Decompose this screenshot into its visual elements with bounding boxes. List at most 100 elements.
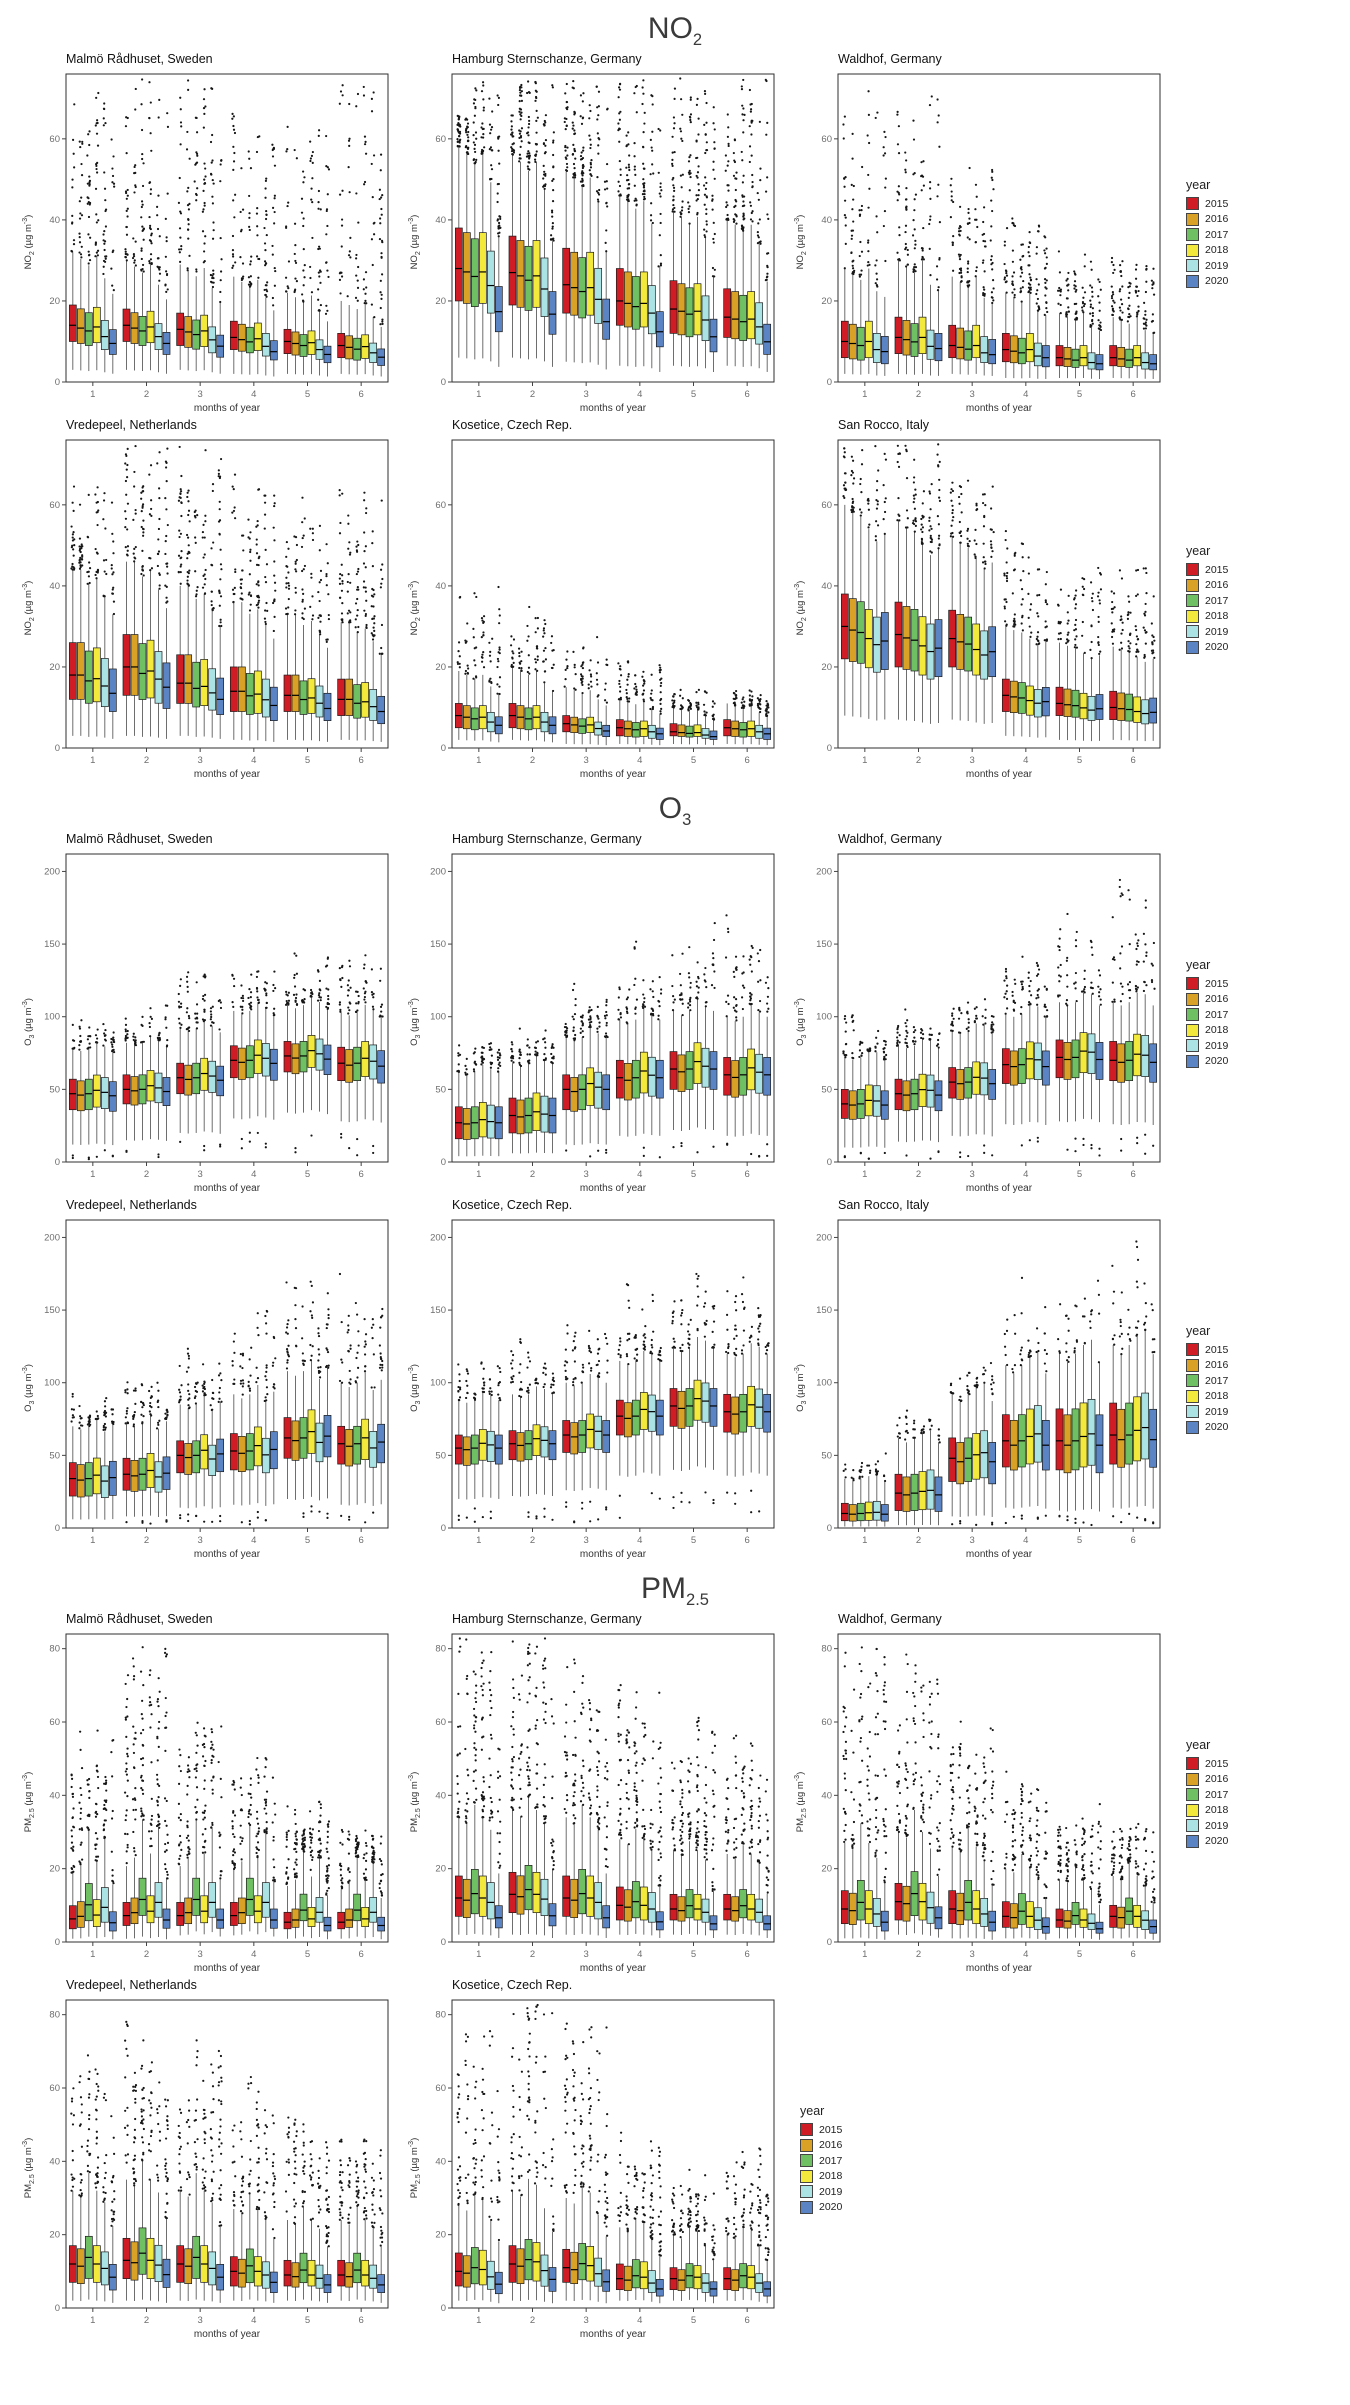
svg-text:20: 20 [821,662,832,673]
svg-text:1: 1 [862,389,867,400]
svg-text:60: 60 [435,134,446,145]
svg-text:6: 6 [359,755,364,766]
y-axis-label: NO2 (µg m-3) [21,580,37,636]
subplot-o3-0: Malmö Rådhuset, Sweden O3 (µg m-3) 0 50 100 1… [22,832,394,1196]
legend-key-swatch [1186,212,1199,226]
legend-key-label: 2016 [1205,1359,1229,1371]
subplot-no2-2: Waldhof, Germany NO2 (µg m-3) 0 20 40 60 1 2 3 4 5… [794,52,1166,416]
legend-key-swatch [1186,594,1199,607]
y-axis-label: NO2 (µg m-3) [407,214,423,270]
legend-year: year 2015 2016 2017 2018 2019 2020 [1186,178,1272,290]
legend-key-swatch [1186,1405,1199,1418]
svg-text:6: 6 [745,389,750,400]
legend-key-swatch [1186,1374,1199,1387]
station-title: Kosetice, Czech Rep. [452,1978,573,1992]
x-axis-label: months of year [966,1963,1033,1974]
legend-key-label: 2015 [1205,1757,1229,1770]
legend-key-label: 2020 [1205,1055,1229,1067]
x-axis-label: months of year [966,1549,1033,1560]
subplot-pm25-4: Kosetice, Czech Rep. PM2.5 (µg m-3) 0 20 40 6… [408,1978,780,2342]
legend-item-2019: 2019 [1186,1819,1272,1832]
legend-item-2016: 2016 [1186,1772,1272,1786]
svg-text:20: 20 [49,296,60,307]
legend-key-label: 2017 [1205,1788,1229,1801]
y-axis-label: PM2.5 (µg m-3) [407,2137,423,2199]
panel-row: Vredepeel, Netherlands PM2.5 (µg m-3) 0 20 4… [0,1978,1350,2342]
legend-year: year 2015 2016 2017 2018 2019 2020 [1186,1324,1272,1436]
legend-key-label: 2017 [1205,1374,1229,1387]
station-title: Hamburg Sternschanze, Germany [452,52,642,66]
subplot-no2-5: San Rocco, Italy NO2 (µg m-3) 0 20 40 60 1 2 3 4 5… [794,418,1166,782]
svg-text:4: 4 [251,755,256,766]
panel-row: Malmö Rådhuset, Sweden O3 (µg m-3) 0 50 100 1… [0,832,1350,1196]
legend-key-label: 2015 [819,2123,843,2136]
svg-text:5: 5 [305,755,310,766]
legend-item-2019: 2019 [800,2185,886,2198]
legend-key-label: 2019 [1205,1039,1229,1052]
svg-text:5: 5 [691,755,696,766]
svg-text:60: 60 [49,500,60,511]
station-title: Kosetice, Czech Rep. [452,1198,573,1212]
station-title: Waldhof, Germany [838,1612,942,1626]
subplot-o3-1: Hamburg Sternschanze, Germany O3 (µg m-3)… [408,832,780,1196]
legend-title: year [1186,1738,1211,1752]
legend-key-swatch [1186,1343,1199,1356]
svg-text:5: 5 [691,389,696,400]
y-axis-label: O3 (µg m-3) [21,998,37,1046]
legend-item-2018: 2018 [1186,1803,1272,1817]
svg-text:0: 0 [55,743,60,754]
plot-canvas: 0 20 40 60 1 2 3 4 5 6 months of year [49,73,389,414]
legend-item-2018: 2018 [800,2169,886,2183]
svg-text:60: 60 [435,500,446,511]
legend-year: year 2015 2016 2017 2018 2019 2020 [1186,958,1272,1070]
legend-item-2017: 2017 [1186,228,1272,241]
subplot-no2-4: Kosetice, Czech Rep. NO2 (µg m-3) 0 20 40 60 1… [408,418,780,782]
panel-o3: O3 Malmö Rådhuset, Sweden O3 (µg m-3) 0 50 10… [0,792,1350,1562]
legend-key-swatch [1186,1788,1199,1801]
svg-text:4: 4 [1023,755,1028,766]
legend-title: year [1186,544,1211,558]
subplot-pm25-1: Hamburg Sternschanze, Germany PM2.5 (µg m… [408,1612,780,1976]
svg-text:6: 6 [745,755,750,766]
svg-text:60: 60 [821,134,832,145]
svg-text:6: 6 [1131,389,1136,400]
y-axis-label: O3 (µg m-3) [407,1364,423,1412]
x-axis-label: months of year [194,1963,261,1974]
svg-text:1: 1 [90,389,95,400]
legend-key-swatch [800,2123,813,2136]
station-title: Hamburg Sternschanze, Germany [452,832,642,846]
legend-key-label: 2019 [1205,259,1229,272]
legend-item-2017: 2017 [1186,1374,1272,1387]
svg-text:40: 40 [435,581,446,592]
svg-text:1: 1 [476,755,481,766]
x-axis-label: months of year [194,1183,261,1194]
legend-key-label: 2016 [1205,213,1229,225]
svg-text:4: 4 [251,389,256,400]
legend-item-2018: 2018 [1186,1023,1272,1037]
legend-key-label: 2020 [1205,1835,1229,1847]
legend-item-2015: 2015 [1186,977,1272,990]
legend-key-swatch [1186,1772,1199,1786]
svg-text:5: 5 [1077,389,1082,400]
svg-text:3: 3 [198,389,203,400]
legend-item-2020: 2020 [1186,1834,1272,1848]
legend-item-2015: 2015 [1186,197,1272,210]
svg-text:5: 5 [1077,755,1082,766]
x-axis-label: months of year [966,769,1033,780]
subplot-o3-4: Kosetice, Czech Rep. O3 (µg m-3) 0 50 100 150… [408,1198,780,1562]
legend-key-label: 2019 [1205,1819,1229,1832]
figure-root: NO2 Malmö Rådhuset, Sweden NO2 (µg m-3) 0 20… [0,12,1350,2342]
station-title: Vredepeel, Netherlands [66,418,197,432]
svg-text:1: 1 [476,389,481,400]
svg-text:2: 2 [530,755,535,766]
legend-key-label: 2018 [1205,610,1229,622]
plot-canvas: 0 20 40 60 1 2 3 4 5 6 months of year [821,439,1161,780]
legend-key-swatch [1186,1039,1199,1052]
station-title: Vredepeel, Netherlands [66,1198,197,1212]
subplot-no2-1: Hamburg Sternschanze, Germany NO2 (µg m-3… [408,52,780,416]
